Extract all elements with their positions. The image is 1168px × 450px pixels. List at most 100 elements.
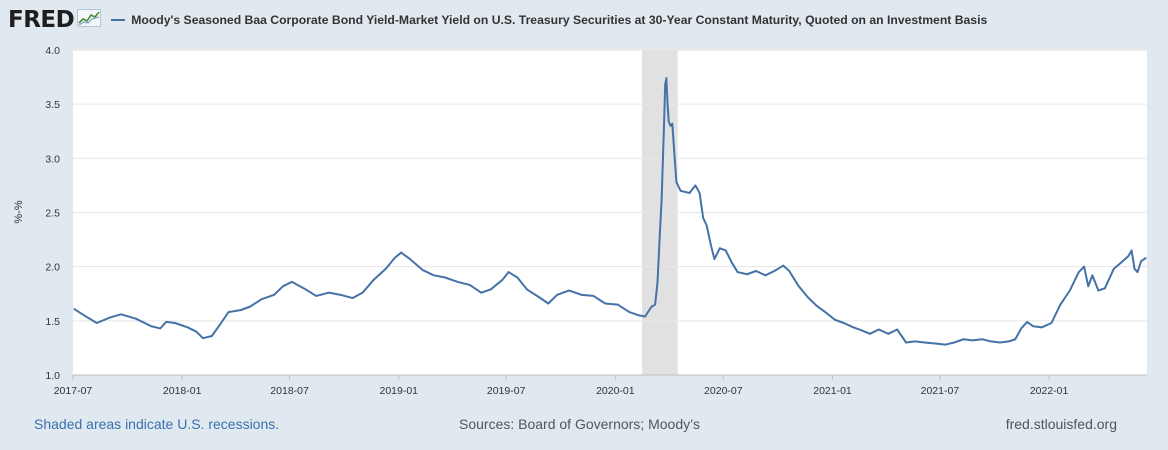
data-point [480,291,483,294]
data-point [227,311,230,313]
data-point [327,291,330,294]
data-point [159,327,162,330]
data-point [444,276,446,279]
data-point [896,328,898,331]
data-point [489,288,492,291]
data-point [999,341,1001,344]
data-point [73,308,75,310]
data-point [469,284,471,286]
data-point [456,281,459,283]
data-point [669,125,672,127]
data-point [671,122,674,125]
y-tick-label: 3.0 [45,153,60,165]
data-point [1026,321,1028,323]
data-point [339,294,342,296]
y-tick-label: 3.5 [45,99,60,111]
data-point [282,285,284,287]
data-point [516,276,519,279]
data-point [1077,271,1080,273]
data-point [905,341,907,344]
data-point [1014,338,1017,341]
data-point [1140,260,1142,263]
data-point [218,324,221,326]
data-point [797,285,800,287]
data-point [673,157,676,160]
data-point [1059,303,1062,306]
y-axis-ticks: 1.0 1.5 2.0 2.5 3.0 3.5 4.0 [45,45,60,382]
chart-footer: Shaded areas indicate U.S. recessions. S… [0,416,1168,434]
data-point [315,295,318,297]
data-point [400,251,402,254]
data-point [526,288,528,291]
data-point [249,305,251,308]
data-point [1121,260,1124,263]
fred-url-link[interactable]: fred.stlouisfed.org [1005,416,1117,432]
series-layer [73,77,1147,346]
x-tick-label: 2020-07 [704,385,743,397]
data-point [1127,255,1130,257]
x-tick-label: 2018-07 [270,385,309,397]
data-point [195,330,198,333]
data-point [718,247,721,250]
data-point [538,296,540,298]
data-point [616,303,619,306]
data-point [556,294,558,296]
data-point [1133,268,1136,270]
data-point [806,296,809,298]
data-point [1091,274,1094,277]
data-point [710,244,712,246]
data-point [507,271,510,273]
chart-title: Moody's Seasoned Baa Corporate Bond Yiel… [131,13,988,27]
data-point [755,270,757,272]
data-point [83,314,86,317]
data-point [361,291,364,294]
series-points [73,77,1147,346]
fred-logo[interactable]: FRED [8,8,102,32]
data-point [688,192,691,194]
data-point [120,313,122,316]
y-tick-label: 1.0 [45,370,60,382]
data-point [663,125,665,127]
data-point [421,269,424,271]
data-point [1069,289,1071,292]
data-point [981,338,983,341]
data-point [990,340,992,343]
data-point [351,297,354,299]
x-tick-label: 2018-01 [163,385,202,397]
data-point [165,321,167,323]
data-point [95,322,98,324]
data-point [644,315,646,318]
x-tick-label: 2021-07 [921,385,960,397]
data-point [861,329,863,332]
x-tick-label: 2022-01 [1030,385,1069,397]
x-tick-label: 2020-01 [596,385,635,397]
data-point [944,343,947,346]
data-point [592,295,595,297]
data-point [842,322,845,324]
data-point [667,120,670,123]
y-tick-label: 1.5 [45,316,60,328]
data-point [1130,249,1133,252]
data-point [702,217,704,219]
data-point [273,294,275,296]
data-point [705,224,708,227]
data-point [656,282,659,284]
data-point [659,233,661,235]
data-point [664,83,666,86]
x-axis-ticks: 2017-07 2018-01 2018-07 2019-01 2019-07 2020-… [54,374,1147,397]
data-point [953,341,955,344]
x-tick-label: 2019-01 [379,385,418,397]
data-point [1020,327,1023,330]
data-point [660,198,663,201]
data-point [650,305,653,308]
x-tick-label: 2017-07 [54,385,93,397]
data-point [1087,285,1090,287]
sources-text: Sources: Board of Governors; Moody’s [459,416,700,432]
gridlines [73,49,1147,322]
data-point [1097,289,1100,292]
data-point [788,270,790,272]
data-point [666,103,669,105]
data-point [815,304,818,307]
recession-note-link[interactable]: Shaded areas indicate U.S. recessions. [34,416,280,432]
